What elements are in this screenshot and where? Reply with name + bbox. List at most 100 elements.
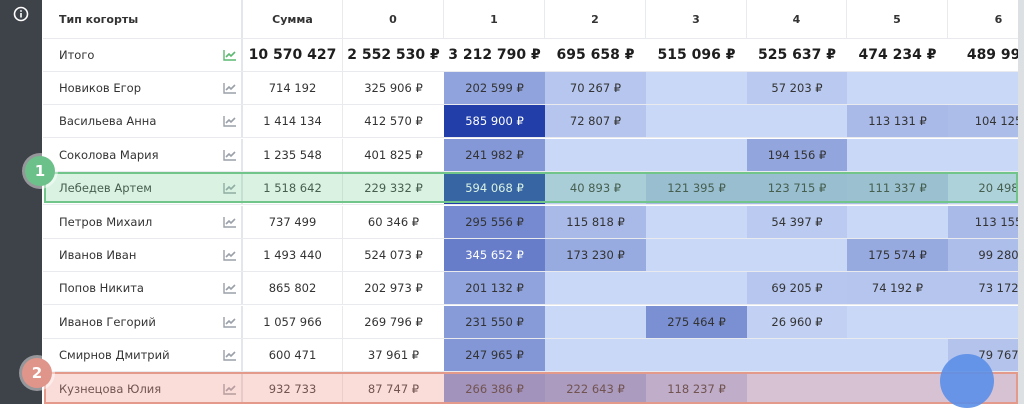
cohort-value-cell[interactable]: 241 982 ₽: [444, 138, 545, 171]
cohort-value-cell[interactable]: [646, 272, 747, 305]
cohort-value-cell[interactable]: 118 237 ₽: [646, 372, 747, 404]
cohort-value-cell[interactable]: 37 961 ₽: [367, 348, 420, 363]
cohort-value-cell[interactable]: 26 960 ₽: [747, 305, 847, 338]
cohort-value-cell[interactable]: 60 346 ₽: [367, 214, 420, 229]
trend-chart-icon[interactable]: [223, 282, 237, 295]
column-header-0[interactable]: 0: [343, 0, 444, 38]
cohort-value-cell[interactable]: [646, 72, 747, 104]
cohort-value-cell[interactable]: [545, 138, 646, 171]
cohort-value-cell[interactable]: [646, 339, 747, 372]
cohort-value-cell[interactable]: 70 267 ₽: [545, 72, 646, 104]
cohort-value-cell[interactable]: 54 397 ₽: [747, 205, 847, 238]
cohort-sum: 865 802: [243, 272, 343, 305]
cohort-value-cell[interactable]: 201 132 ₽: [444, 272, 545, 305]
cohort-value-cell[interactable]: 123 715 ₽: [747, 172, 847, 205]
cohort-value-cell[interactable]: 231 550 ₽: [444, 305, 545, 338]
cohort-sum: 1 493 440: [243, 239, 343, 271]
cohort-value-cell[interactable]: 594 068 ₽: [444, 172, 545, 205]
trend-chart-icon[interactable]: [223, 82, 237, 94]
cohort-value-cell[interactable]: [545, 305, 646, 338]
cohort-sum: 714 192: [243, 72, 343, 104]
cohort-value-cell[interactable]: [747, 339, 847, 372]
table-row: Петров Михаил 737 499 60 346 ₽ 295 556 ₽115…: [43, 205, 1018, 239]
cohort-value-cell[interactable]: 202 599 ₽: [444, 72, 545, 104]
cohort-name: Попов Никита: [43, 272, 243, 305]
cohort-value-cell[interactable]: 73 172: [948, 272, 1018, 305]
cohort-value-cell[interactable]: [747, 239, 847, 271]
cohort-value-cell[interactable]: [847, 339, 948, 372]
right-scrollbar[interactable]: [1018, 0, 1024, 404]
cohort-value-cell[interactable]: 202 973 ₽: [364, 281, 423, 296]
trend-chart-icon[interactable]: [223, 316, 237, 328]
cohort-value-cell[interactable]: 104 125: [948, 105, 1018, 138]
trend-chart-icon[interactable]: [223, 383, 237, 395]
annotation-badge-1: 1: [25, 156, 55, 186]
cohort-sum: 1 235 548: [243, 138, 343, 171]
trend-chart-icon[interactable]: [223, 182, 237, 194]
cohort-value-cell[interactable]: 115 818 ₽: [545, 205, 646, 238]
cohort-value-cell[interactable]: [646, 138, 747, 171]
trend-chart-icon[interactable]: [223, 216, 237, 228]
cohort-value-cell[interactable]: 222 643 ₽: [545, 372, 646, 404]
column-header-4[interactable]: 4: [747, 0, 847, 38]
cohort-value-cell[interactable]: 111 337 ₽: [847, 172, 948, 205]
floating-action-button[interactable]: [940, 354, 994, 408]
column-header-2[interactable]: 2: [545, 0, 646, 38]
cohort-value-cell[interactable]: [948, 138, 1018, 171]
cohort-value-cell[interactable]: [847, 138, 948, 171]
cohort-value-cell[interactable]: 266 386 ₽: [444, 372, 545, 404]
cohort-value-cell[interactable]: 57 203 ₽: [747, 72, 847, 104]
column-header-1[interactable]: 1: [444, 0, 545, 38]
cohort-value-cell[interactable]: 247 965 ₽: [444, 339, 545, 372]
cohort-value-cell[interactable]: [545, 339, 646, 372]
cohort-value-cell[interactable]: 269 796 ₽: [364, 314, 423, 329]
total-label-text: Итого: [59, 48, 95, 62]
column-header-3[interactable]: 3: [646, 0, 747, 38]
cohort-value-cell[interactable]: 295 556 ₽: [444, 205, 545, 238]
cohort-name-text: Соколова Мария: [59, 147, 159, 162]
cohort-value-cell[interactable]: 175 574 ₽: [847, 239, 948, 271]
cohort-value-cell[interactable]: [646, 239, 747, 271]
cohort-value-cell[interactable]: 113 155: [948, 205, 1018, 238]
cohort-value-cell[interactable]: 173 230 ₽: [545, 239, 646, 271]
cohort-value-cell[interactable]: [646, 105, 747, 138]
cohort-value-cell[interactable]: [847, 72, 948, 104]
cohort-value-cell[interactable]: 121 395 ₽: [646, 172, 747, 205]
cohort-value-cell[interactable]: 74 192 ₽: [847, 272, 948, 305]
column-header-6[interactable]: 6: [948, 0, 1018, 38]
cohort-value-cell[interactable]: 325 906 ₽: [364, 81, 423, 95]
cohort-value-cell[interactable]: [847, 205, 948, 238]
cohort-value-cell[interactable]: 345 652 ₽: [444, 239, 545, 271]
cohort-value-cell[interactable]: 69 205 ₽: [747, 272, 847, 305]
cohort-value-cell[interactable]: 229 332 ₽: [364, 181, 423, 196]
cohort-value-cell[interactable]: 401 825 ₽: [364, 147, 423, 162]
cohort-value-cell[interactable]: 87 747 ₽: [367, 381, 420, 396]
cohort-value-cell[interactable]: 585 900 ₽: [444, 105, 545, 138]
trend-chart-icon[interactable]: [223, 149, 237, 161]
trend-chart-icon[interactable]: [223, 49, 237, 61]
cohort-value-cell[interactable]: [747, 105, 847, 138]
cohort-value-cell[interactable]: 99 280: [948, 239, 1018, 271]
cohort-value-cell[interactable]: [747, 372, 847, 404]
cohort-value-cell[interactable]: 20 498: [948, 172, 1018, 205]
cohort-value-cell[interactable]: 194 156 ₽: [747, 138, 847, 171]
cohort-value-cell[interactable]: [847, 305, 948, 338]
cohort-value-cell[interactable]: 412 570 ₽: [364, 114, 423, 129]
cohort-value-cell[interactable]: 72 807 ₽: [545, 105, 646, 138]
trend-chart-icon[interactable]: [223, 249, 237, 261]
cohort-type-header[interactable]: Тип когорты: [43, 0, 243, 38]
sum-header[interactable]: Сумма: [243, 0, 343, 38]
cohort-value-cell[interactable]: [847, 372, 948, 404]
column-header-5[interactable]: 5: [847, 0, 948, 38]
cohort-value-cell[interactable]: 275 464 ₽: [646, 305, 747, 338]
trend-chart-icon[interactable]: [223, 115, 237, 128]
info-icon[interactable]: [13, 6, 29, 22]
cohort-value-cell[interactable]: [948, 305, 1018, 338]
trend-chart-icon[interactable]: [223, 349, 237, 361]
cohort-value-cell[interactable]: 113 131 ₽: [847, 105, 948, 138]
cohort-value-cell[interactable]: [948, 72, 1018, 104]
cohort-value-cell[interactable]: [646, 205, 747, 238]
cohort-value-cell[interactable]: 40 893 ₽: [545, 172, 646, 205]
cohort-value-cell[interactable]: 524 073 ₽: [364, 248, 423, 262]
cohort-value-cell[interactable]: [545, 272, 646, 305]
